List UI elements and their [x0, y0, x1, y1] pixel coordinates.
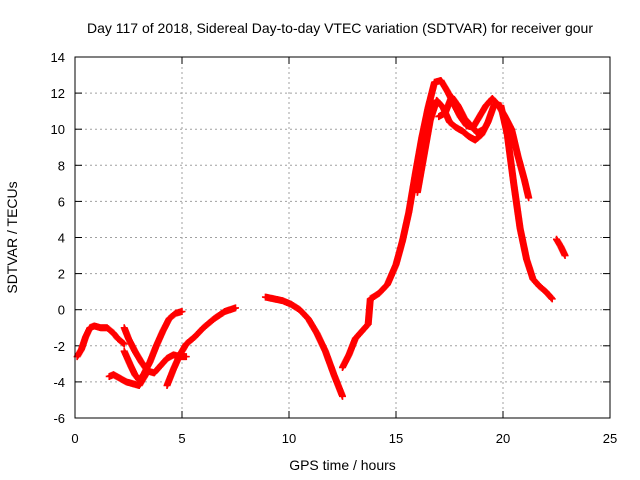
data-point-marker — [178, 308, 186, 316]
series-track-8 — [413, 96, 556, 303]
x-axis-label: GPS time / hours — [289, 457, 396, 473]
y-tick-label: 4 — [58, 231, 65, 246]
x-tick-label: 25 — [603, 431, 617, 446]
data-point-marker — [120, 340, 128, 348]
series-track-3 — [105, 371, 150, 390]
plot-frame — [74, 56, 611, 419]
x-tick-label: 5 — [178, 431, 185, 446]
y-tick-label: 10 — [51, 122, 65, 137]
y-tick-label: 8 — [58, 158, 65, 173]
data-points — [73, 76, 569, 400]
series-track-5 — [163, 304, 239, 390]
series-track-10 — [553, 235, 569, 260]
y-axis-tick-labels: -6 -4 -2 0 2 4 6 8 10 12 14 — [51, 50, 65, 426]
series-track-9 — [435, 93, 488, 137]
data-point-marker — [480, 125, 488, 133]
y-tick-label: 6 — [58, 194, 65, 209]
x-tick-label: 0 — [71, 431, 78, 446]
data-point-marker — [548, 295, 556, 303]
x-axis-tick-labels: 0 5 10 15 20 25 — [71, 431, 617, 446]
data-point-marker — [525, 194, 533, 202]
y-tick-label: 12 — [51, 86, 65, 101]
x-tick-label: 20 — [496, 431, 510, 446]
data-point-marker — [339, 392, 346, 400]
x-tick-label: 10 — [282, 431, 296, 446]
series-track-1 — [73, 322, 128, 361]
x-tick-label: 15 — [389, 431, 403, 446]
y-axis-label: SDTVAR / TECUs — [4, 181, 20, 293]
y-tick-label: 2 — [58, 267, 65, 282]
data-point-marker — [142, 371, 150, 379]
y-tick-label: -6 — [53, 411, 65, 426]
data-point-marker — [561, 252, 569, 260]
data-point-marker — [182, 353, 190, 361]
y-tick-label: 0 — [58, 303, 65, 318]
y-tick-label: -2 — [53, 339, 65, 354]
data-point-marker — [232, 304, 239, 312]
y-tick-label: -4 — [53, 375, 65, 390]
chart-title: Day 117 of 2018, Sidereal Day-to-day VTE… — [87, 20, 593, 36]
series-track-6 — [261, 293, 346, 400]
y-tick-label: 14 — [51, 50, 65, 65]
